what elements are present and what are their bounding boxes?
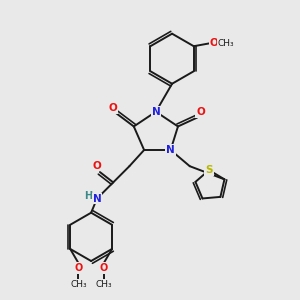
Text: O: O <box>108 103 117 113</box>
Text: O: O <box>93 160 101 171</box>
Text: N: N <box>93 194 101 204</box>
Text: O: O <box>100 263 108 273</box>
Text: CH₃: CH₃ <box>70 280 87 289</box>
Text: CH₃: CH₃ <box>218 39 235 48</box>
Text: S: S <box>205 165 213 175</box>
Text: N: N <box>152 107 160 117</box>
Text: H: H <box>84 190 92 201</box>
Text: CH₃: CH₃ <box>95 280 112 289</box>
Text: N: N <box>166 145 175 155</box>
Text: O: O <box>74 263 83 273</box>
Text: O: O <box>210 38 219 48</box>
Text: O: O <box>196 107 205 117</box>
